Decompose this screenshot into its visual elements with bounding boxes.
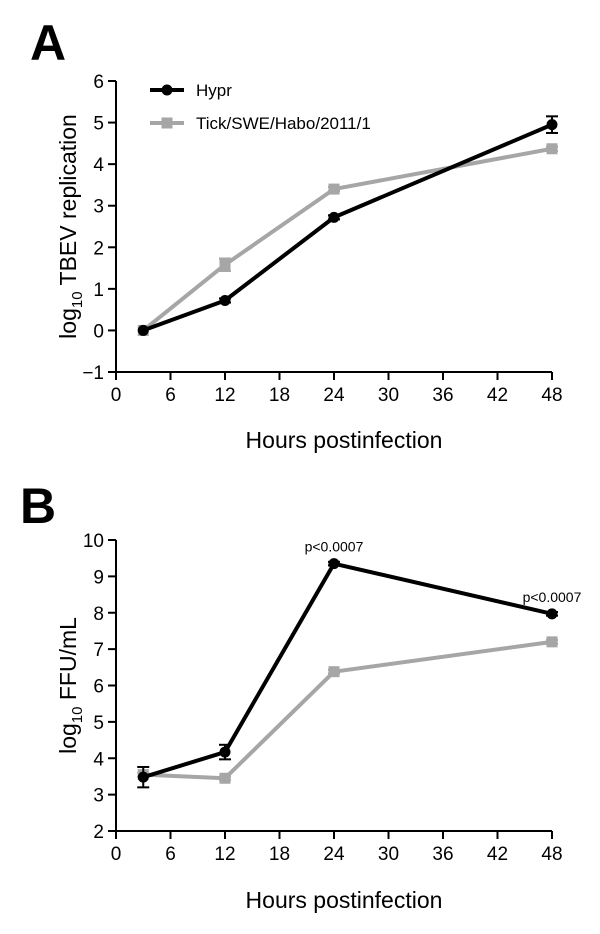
data-point	[219, 746, 231, 758]
data-point	[137, 771, 149, 783]
panel-letter: A	[30, 15, 66, 71]
legend-item: Hypr	[150, 81, 232, 100]
x-tick-label: 36	[432, 844, 453, 865]
data-point	[546, 636, 558, 648]
legend-item: Tick/SWE/Habo/2011/1	[150, 114, 371, 133]
y-tick-label: 2	[93, 822, 104, 843]
y-axis-title: log10 TBEV replication	[55, 114, 86, 339]
y-tick-label: 6	[93, 677, 104, 698]
y-tick-label: 0	[93, 321, 104, 342]
data-point	[328, 558, 340, 570]
x-tick-label: 18	[269, 844, 290, 865]
data-point	[219, 259, 231, 271]
y-tick-label: 8	[93, 604, 104, 625]
data-point	[328, 666, 340, 678]
data-point	[546, 119, 558, 131]
y-tick-label: 5	[93, 713, 104, 734]
y-axis-title: log10 FFU/mL	[55, 617, 86, 754]
y-tick-label: −1	[82, 363, 104, 384]
x-tick-label: 6	[165, 385, 176, 406]
y-tick-label: 3	[93, 197, 104, 218]
y-axis-title-subscript: 10	[69, 707, 86, 724]
x-tick-label: 48	[541, 385, 562, 406]
x-tick-label: 48	[541, 844, 562, 865]
legend-label: Hypr	[196, 81, 232, 100]
y-tick-label: 3	[93, 786, 104, 807]
data-point	[219, 294, 231, 306]
x-tick-label: 0	[111, 385, 122, 406]
y-tick-label: 2	[93, 238, 104, 259]
data-point	[546, 143, 558, 155]
y-axis-title-rest: FFU/mL	[55, 617, 81, 707]
legend-marker	[161, 84, 173, 96]
y-axis-title-rest: TBEV replication	[55, 114, 81, 291]
x-tick-label: 30	[378, 844, 399, 865]
x-tick-label: 12	[214, 385, 235, 406]
x-axis-title: Hours postinfection	[246, 427, 443, 453]
x-tick-label: 30	[378, 385, 399, 406]
y-tick-label: 4	[93, 155, 104, 176]
y-tick-label: 1	[93, 280, 104, 301]
data-point	[328, 183, 340, 195]
panel-letter: B	[20, 478, 56, 534]
x-tick-label: 0	[111, 844, 122, 865]
series-line	[141, 146, 553, 332]
y-axis-title-subscript: 10	[69, 291, 86, 308]
x-tick-label: 6	[165, 844, 176, 865]
x-tick-label: 42	[487, 385, 508, 406]
x-tick-label: 24	[323, 385, 345, 406]
y-tick-label: 7	[93, 640, 104, 661]
legend-label: Tick/SWE/Habo/2011/1	[196, 114, 371, 133]
series-line	[143, 639, 553, 781]
data-point	[546, 608, 558, 620]
y-tick-label: 10	[83, 531, 104, 552]
series-hypr	[137, 115, 558, 336]
series-line	[142, 122, 553, 333]
x-axis-title: Hours postinfection	[246, 887, 443, 913]
series-hypr	[137, 558, 558, 789]
y-tick-label: 4	[93, 749, 104, 770]
legend-marker	[161, 117, 173, 129]
x-tick-label: 36	[432, 385, 453, 406]
series-tick-swe-habo	[137, 143, 558, 336]
x-tick-label: 24	[323, 844, 345, 865]
y-tick-label: 9	[93, 567, 104, 588]
y-tick-label: 6	[93, 72, 104, 93]
y-axis-title-main: log	[55, 308, 81, 339]
data-point	[137, 324, 149, 336]
p-value-annotation: p<0.0007	[523, 589, 582, 605]
panel-b: B 2 3 4 5 6 7 8 9 10 0 6 12 18 24 30 36 42 48 Hours postinf…	[20, 478, 582, 913]
series-line	[142, 561, 553, 780]
y-axis-title-main: log	[55, 723, 81, 754]
data-point	[219, 772, 231, 784]
x-tick-label: 42	[487, 844, 508, 865]
legend: Hypr Tick/SWE/Habo/2011/1	[150, 81, 371, 133]
data-point	[328, 211, 340, 223]
p-value-annotation: p<0.0007	[305, 539, 364, 555]
x-tick-label: 18	[269, 385, 290, 406]
y-tick-label: 5	[93, 114, 104, 135]
x-tick-label: 12	[214, 844, 235, 865]
